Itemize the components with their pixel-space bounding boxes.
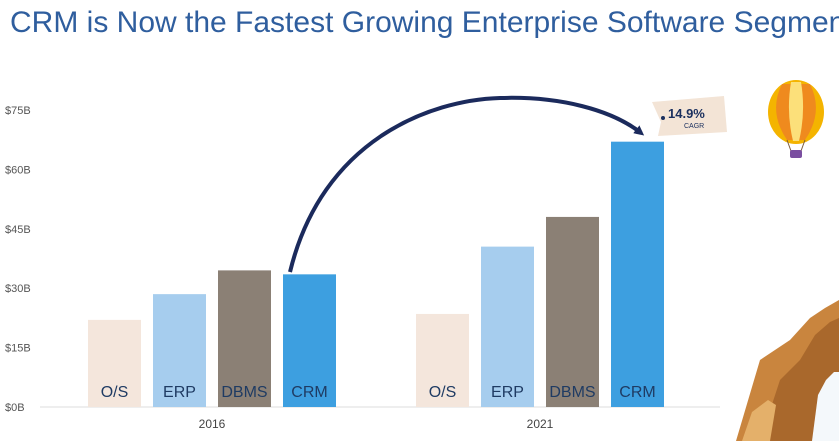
bar-dbms-2016 [218, 270, 271, 407]
bar-label: ERP [163, 384, 196, 401]
bar-erp-2021 [481, 246, 534, 407]
y-tick-label: $30B [5, 283, 31, 295]
group-label: 2021 [527, 417, 554, 431]
y-tick-label: $15B [5, 343, 31, 355]
bar-labels-layer: O/S ERP DBMS CRM 2016 O/S ERP DBMS CRM 2021 [101, 384, 656, 431]
cagr-label: CAGR [684, 123, 704, 130]
bar-label: DBMS [549, 384, 595, 401]
bar-label: O/S [101, 384, 129, 401]
bar-label: O/S [429, 384, 457, 401]
mountain-waterfall-illustration [736, 300, 839, 441]
group-label: 2016 [199, 417, 226, 431]
y-tick-label: $75B [5, 105, 31, 117]
page-title: CRM is Now the Fastest Growing Enterpris… [10, 6, 839, 39]
bar-erp-2016 [153, 294, 206, 407]
bar-label: CRM [291, 384, 327, 401]
y-axis: $0B $15B $30B $45B $60B $75B [5, 105, 31, 414]
bar-label: ERP [491, 384, 524, 401]
bar-os-2021 [416, 313, 469, 407]
growth-arrow [288, 95, 645, 273]
hot-air-balloon-icon [768, 80, 824, 158]
y-tick-label: $45B [5, 224, 31, 236]
bar-label: DBMS [221, 384, 267, 401]
cagr-tag: 14.9% CAGR [652, 96, 727, 136]
y-tick-label: $0B [5, 402, 25, 414]
cagr-value: 14.9% [668, 106, 705, 121]
bar-dbms-2021 [546, 216, 599, 407]
bar-os-2016 [88, 319, 141, 407]
bar-crm-2016 [283, 274, 336, 407]
y-tick-label: $60B [5, 164, 31, 176]
bar-label: CRM [619, 384, 655, 401]
bars-layer [88, 141, 664, 407]
bar-crm-2021 [611, 141, 664, 407]
